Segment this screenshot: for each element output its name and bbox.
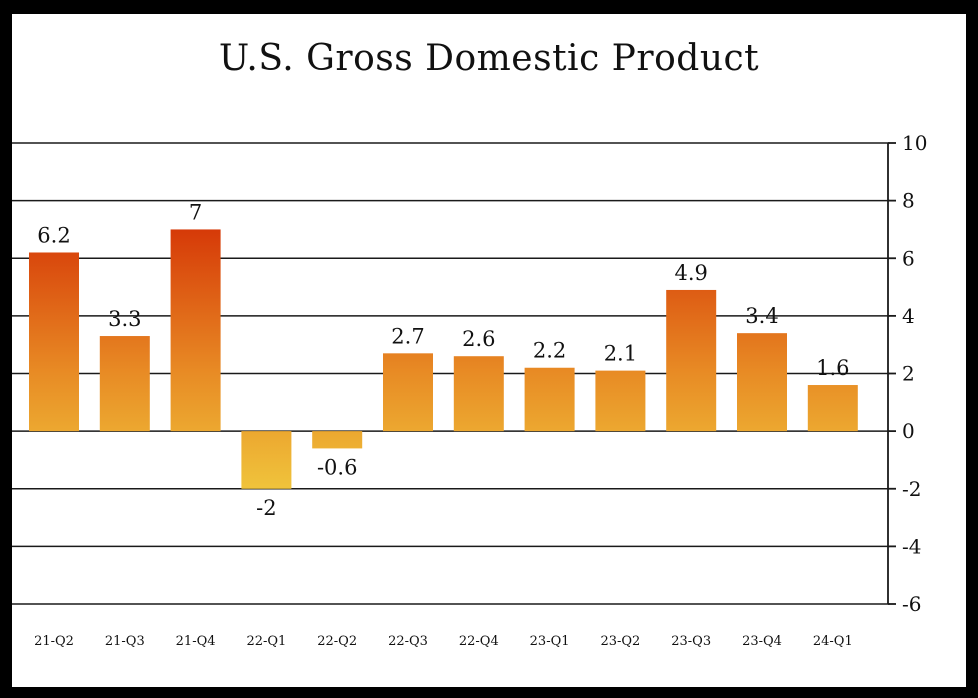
bar-22-Q3 [383, 353, 433, 432]
x-tick-label: 22-Q4 [459, 634, 499, 649]
data-label: 3.3 [108, 307, 141, 331]
x-tick-label: 21-Q3 [105, 634, 145, 649]
y-tick-label: -2 [902, 477, 921, 501]
data-label: -0.6 [317, 455, 358, 479]
x-tick-label: 22-Q3 [388, 634, 428, 649]
x-tick-label: 23-Q2 [600, 634, 640, 649]
bar-22-Q1 [241, 431, 292, 489]
data-label: -2 [256, 496, 276, 520]
data-label: 1.6 [816, 356, 849, 380]
data-label: 7 [189, 200, 202, 224]
data-label: 2.2 [533, 339, 566, 363]
bar-23-Q2 [595, 370, 646, 432]
x-tick-label: 22-Q1 [246, 634, 286, 649]
x-tick-label: 21-Q2 [34, 634, 74, 649]
x-tick-labels: 21-Q2 21-Q3 21-Q4 22-Q1 22-Q2 22-Q3 22-Q4 23-Q1… [34, 634, 853, 649]
data-label: 2.7 [391, 324, 424, 348]
x-tick-label: 24-Q1 [813, 634, 853, 649]
y-tick-label: 8 [902, 189, 915, 213]
y-tick-label: -4 [902, 534, 921, 558]
y-tick-labels: 10 8 6 4 2 0 -2 -4 -6 [902, 131, 927, 616]
x-tick-label: 21-Q4 [176, 634, 216, 649]
data-label: 2.1 [604, 342, 637, 366]
bar-23-Q4 [737, 333, 787, 432]
data-label: 3.4 [745, 304, 778, 328]
x-tick-label: 23-Q3 [671, 634, 711, 649]
data-labels: 6.2 3.3 7 -2 -0.6 2.7 2.6 2.2 2.1 4.9 3.4 1.6 [37, 200, 849, 519]
bar-21-Q4 [170, 229, 221, 432]
bar-22-Q4 [453, 356, 504, 432]
data-label: 2.6 [462, 327, 495, 351]
bar-22-Q2 [312, 431, 363, 449]
data-label: 4.9 [674, 261, 707, 285]
data-label: 6.2 [37, 223, 70, 247]
bar-23-Q1 [524, 367, 575, 432]
bar-24-Q1 [807, 385, 858, 432]
x-tick-label: 23-Q1 [530, 634, 570, 649]
y-tick-label: 6 [902, 246, 915, 270]
y-tick-label: -6 [902, 592, 921, 616]
y-tick-label: 4 [902, 304, 915, 328]
x-tick-label: 23-Q4 [742, 634, 782, 649]
bar-21-Q2 [29, 252, 79, 432]
bar-23-Q3 [666, 289, 717, 432]
bars [29, 229, 858, 489]
chart-title: U.S. Gross Domestic Product [218, 38, 760, 79]
y-tick-label: 10 [902, 131, 927, 155]
x-tick-label: 22-Q2 [317, 634, 357, 649]
y-tick-label: 0 [902, 419, 915, 443]
y-tick-label: 2 [902, 362, 915, 386]
bar-21-Q3 [99, 336, 150, 432]
